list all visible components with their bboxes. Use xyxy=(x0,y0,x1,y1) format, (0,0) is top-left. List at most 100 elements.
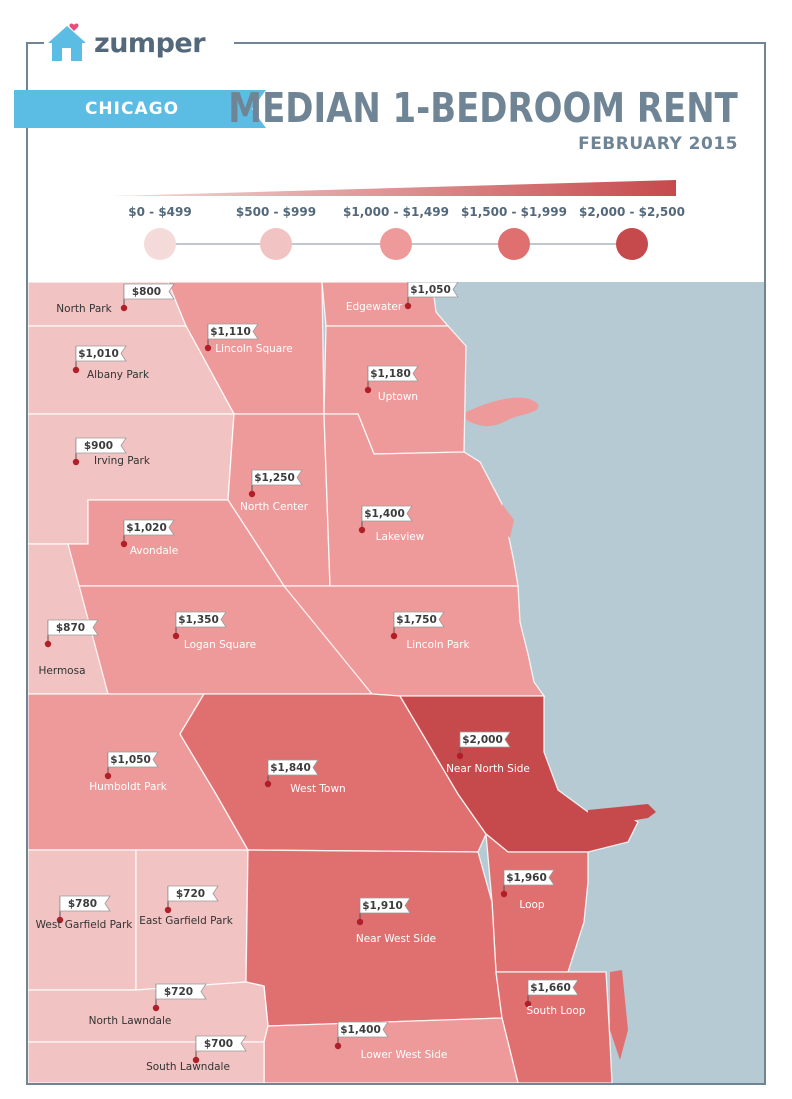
rent-value: $1,250 xyxy=(254,472,295,484)
neighborhood-name: Hermosa xyxy=(38,665,85,677)
neighborhood-name: North Center xyxy=(240,501,309,513)
marker-north-park[interactable]: $800 North Park xyxy=(56,283,175,315)
marker-east-garfield-park[interactable]: $720 East Garfield Park xyxy=(139,885,234,927)
marker-near-north-side[interactable]: $2,000 Near North Side xyxy=(446,731,530,775)
pin-icon xyxy=(204,344,212,352)
legend-swatch-3 xyxy=(498,228,530,260)
neighborhood-name: Near West Side xyxy=(356,933,436,945)
neighborhood-name: Loop xyxy=(519,899,545,911)
marker-west-garfield-park[interactable]: $780 West Garfield Park xyxy=(36,895,134,931)
rent-flag xyxy=(59,895,111,912)
pin-icon xyxy=(164,906,172,914)
rent-flag xyxy=(503,869,555,886)
marker-lincoln-square[interactable]: $1,110 Lincoln Square xyxy=(204,323,293,355)
pin-icon xyxy=(120,540,128,548)
rent-flag xyxy=(123,283,175,300)
neighborhood-name: Irving Park xyxy=(94,455,151,467)
rent-value: $1,750 xyxy=(396,614,437,626)
rent-value: $1,840 xyxy=(270,762,311,774)
rent-value: $720 xyxy=(176,888,205,900)
rent-flag xyxy=(407,282,459,298)
rent-value: $780 xyxy=(68,898,97,910)
pin-icon xyxy=(404,302,412,310)
marker-avondale[interactable]: $1,020 Avondale xyxy=(120,519,178,557)
rent-value: $1,400 xyxy=(340,1024,381,1036)
rent-flag xyxy=(75,345,127,362)
page-subtitle: FEBRUARY 2015 xyxy=(578,134,738,154)
rent-flag xyxy=(459,731,511,748)
marker-albany-park[interactable]: $1,010 Albany Park xyxy=(72,345,150,381)
rent-flag xyxy=(107,751,159,768)
neighborhood-name: Lincoln Park xyxy=(406,639,470,651)
pin-icon xyxy=(172,632,180,640)
pin-icon xyxy=(356,918,364,926)
neighborhood-name: Near North Side xyxy=(446,763,530,775)
rent-value: $700 xyxy=(204,1038,233,1050)
marker-loop[interactable]: $1,960 Loop xyxy=(500,869,555,911)
pin-icon xyxy=(72,458,80,466)
rent-flag xyxy=(47,619,99,636)
marker-near-west-side[interactable]: $1,910 Near West Side xyxy=(356,897,436,945)
pin-icon xyxy=(44,640,52,648)
marker-south-lawndale[interactable]: $700 South Lawndale xyxy=(146,1035,247,1073)
rent-value: $870 xyxy=(56,622,85,634)
neighborhood-name: West Town xyxy=(290,783,345,795)
marker-uptown[interactable]: $1,180 Uptown xyxy=(364,365,419,403)
pin-icon xyxy=(264,780,272,788)
rent-flag xyxy=(359,897,411,914)
pin-icon xyxy=(390,632,398,640)
rent-value: $1,350 xyxy=(178,614,219,626)
rent-value: $1,020 xyxy=(126,522,167,534)
rent-value: $800 xyxy=(132,286,161,298)
rent-value: $1,910 xyxy=(362,900,403,912)
neighborhood-name: Humboldt Park xyxy=(89,781,168,793)
marker-irving-park[interactable]: $900 Irving Park xyxy=(72,437,151,467)
pin-icon xyxy=(500,890,508,898)
region-north-lawndale[interactable] xyxy=(28,981,269,1043)
marker-north-center[interactable]: $1,250 North Center xyxy=(240,469,309,513)
marker-north-lawndale[interactable]: $720 North Lawndale xyxy=(89,983,207,1027)
legend-swatch-2 xyxy=(380,228,412,260)
neighborhood-name: Logan Square xyxy=(184,639,256,651)
pin-icon xyxy=(334,1042,342,1050)
marker-edgewater[interactable]: $1,050 Edgewater xyxy=(346,282,459,313)
neighborhood-name: Avondale xyxy=(130,545,178,557)
pin-icon xyxy=(248,490,256,498)
heart-icon xyxy=(69,23,79,31)
rent-value: $720 xyxy=(164,986,193,998)
zumper-logo[interactable]: zumper xyxy=(44,20,234,66)
rent-value: $900 xyxy=(84,440,113,452)
marker-west-town[interactable]: $1,840 West Town xyxy=(264,759,346,795)
marker-hermosa[interactable]: $870 Hermosa xyxy=(38,619,99,677)
city-ribbon xyxy=(14,90,266,128)
rent-flag xyxy=(207,323,259,340)
neighborhood-name: East Garfield Park xyxy=(139,915,233,927)
marker-humboldt-park[interactable]: $1,050 Humboldt Park xyxy=(89,751,168,793)
region-south-lawndale[interactable] xyxy=(28,1041,265,1083)
neighborhood-name: North Park xyxy=(56,303,112,315)
belmont-harbor xyxy=(498,504,514,538)
pin-icon xyxy=(364,386,372,394)
legend-label-1: $500 - $999 xyxy=(235,205,317,219)
region-lower-west-side[interactable] xyxy=(263,1017,519,1083)
legend-label-4: $2,000 - $2,500 xyxy=(579,205,685,219)
rent-flag xyxy=(251,469,303,486)
pin-icon xyxy=(456,752,464,760)
marker-lincoln-park[interactable]: $1,750 Lincoln Park xyxy=(390,611,471,651)
neighborhood-name: North Lawndale xyxy=(89,1015,172,1027)
marker-logan-square[interactable]: $1,350 Logan Square xyxy=(172,611,256,651)
marker-lower-west-side[interactable]: $1,400 Lower West Side xyxy=(334,1021,448,1061)
navy-pier xyxy=(588,804,656,828)
rent-flag xyxy=(123,519,175,536)
marker-lakeview[interactable]: $1,400 Lakeview xyxy=(358,505,425,543)
legend-gradient-wedge xyxy=(112,180,676,196)
pin-icon xyxy=(524,1000,532,1008)
rent-flag xyxy=(155,983,207,1000)
page-title: MEDIAN 1-BEDROOM RENT xyxy=(228,84,738,132)
marker-south-loop[interactable]: $1,660 South Loop xyxy=(524,979,586,1017)
rent-flag xyxy=(195,1035,247,1052)
neighborhood-name: South Lawndale xyxy=(146,1061,230,1073)
rent-value: $1,660 xyxy=(530,982,571,994)
rent-flag xyxy=(361,505,413,522)
region-west-town[interactable] xyxy=(179,693,487,853)
